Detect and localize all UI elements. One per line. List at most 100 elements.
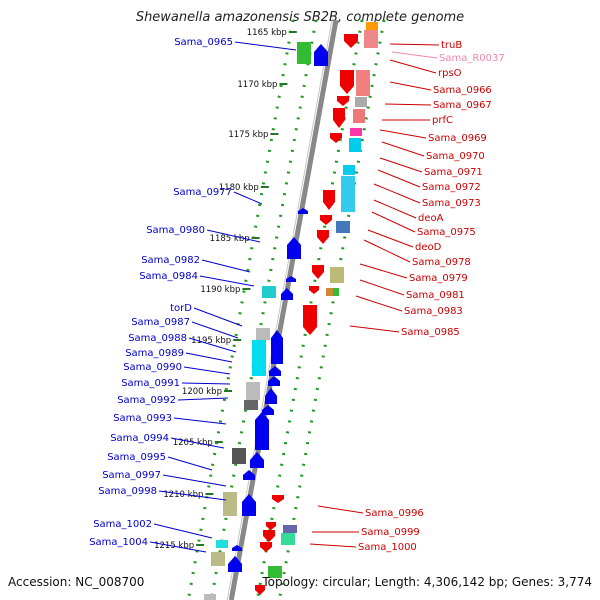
cog-colored-block bbox=[211, 552, 225, 566]
left-gene-label: Sama_0991 bbox=[121, 378, 180, 389]
forward-gene-arrow bbox=[298, 208, 308, 214]
cog-colored-block bbox=[283, 525, 297, 533]
cog-colored-block bbox=[262, 286, 276, 298]
cog-colored-block bbox=[216, 540, 228, 548]
right-label-leader bbox=[389, 43, 440, 46]
left-gene-label: Sama_0997 bbox=[102, 470, 161, 481]
left-label-leader bbox=[185, 352, 233, 363]
forward-gene-arrow bbox=[314, 44, 328, 66]
right-gene-label: deoA bbox=[418, 213, 444, 224]
right-gene-label: Sama_0966 bbox=[433, 85, 492, 96]
right-label-leader bbox=[377, 169, 421, 188]
right-label-leader bbox=[367, 229, 414, 248]
left-gene-label: Sama_1002 bbox=[93, 519, 152, 530]
left-gene-label: Sama_0994 bbox=[110, 433, 169, 444]
right-gene-label: Sama_0975 bbox=[417, 227, 476, 238]
right-gene-label: Sama_0970 bbox=[426, 151, 485, 162]
left-gene-label: Sama_0989 bbox=[125, 348, 184, 359]
left-label-leader bbox=[199, 275, 255, 287]
right-label-leader bbox=[349, 325, 400, 333]
left-gene-label: Sama_0980 bbox=[146, 225, 205, 236]
right-gene-label: rpsO bbox=[438, 68, 462, 79]
reverse-gene-arrow bbox=[303, 305, 317, 335]
right-gene-label: Sama_0996 bbox=[365, 508, 424, 519]
right-label-leader bbox=[379, 129, 427, 139]
right-gene-label: Sama_1000 bbox=[358, 542, 417, 553]
left-label-leader bbox=[206, 229, 261, 243]
left-gene-label: Sama_0987 bbox=[131, 317, 190, 328]
reverse-gene-arrow bbox=[317, 230, 329, 244]
right-label-leader bbox=[355, 295, 403, 312]
cog-colored-block bbox=[232, 448, 246, 464]
forward-gene-arrow bbox=[281, 288, 293, 300]
left-gene-label: Sama_0977 bbox=[173, 187, 232, 198]
left-gene-label: Sama_0995 bbox=[107, 452, 166, 463]
right-label-leader bbox=[391, 51, 438, 59]
forward-gene-arrow bbox=[242, 494, 256, 516]
left-label-leader bbox=[170, 437, 225, 449]
forward-gene-arrow bbox=[250, 452, 264, 468]
forward-gene-arrow bbox=[268, 376, 280, 386]
cog-colored-block bbox=[244, 400, 258, 410]
cog-colored-block bbox=[281, 533, 295, 545]
accession-label: Accession: NC_008700 bbox=[8, 575, 145, 589]
right-gene-label: truB bbox=[441, 40, 462, 51]
right-label-leader bbox=[381, 141, 425, 157]
right-gene-label: deoD bbox=[415, 242, 442, 253]
forward-gene-arrow bbox=[287, 237, 301, 259]
right-gene-label: Sama_0967 bbox=[433, 100, 492, 111]
cog-colored-block bbox=[268, 566, 282, 578]
reverse-gene-arrow bbox=[260, 542, 272, 552]
left-gene-label: Sama_0984 bbox=[139, 271, 198, 282]
scale-tick-label: 1185 kbp bbox=[210, 234, 250, 244]
forward-gene-arrow bbox=[286, 276, 296, 282]
cog-colored-block bbox=[336, 221, 350, 233]
right-label-leader bbox=[384, 103, 432, 106]
forward-gene-arrow bbox=[265, 388, 277, 404]
right-label-leader bbox=[363, 239, 411, 263]
scale-tick-label: 1170 kbp bbox=[237, 80, 277, 90]
reverse-gene-arrow bbox=[330, 133, 342, 143]
forward-gene-arrow bbox=[228, 556, 242, 572]
left-label-leader bbox=[158, 490, 227, 501]
scale-tick-label: 1200 kbp bbox=[182, 387, 222, 397]
scale-tick-label: 1180 kbp bbox=[219, 183, 259, 193]
left-label-leader bbox=[233, 191, 263, 205]
left-label-leader bbox=[162, 474, 227, 487]
left-gene-label: Sama_1004 bbox=[89, 537, 148, 548]
reverse-gene-arrow bbox=[320, 215, 332, 225]
left-gene-label: Sama_0993 bbox=[113, 413, 172, 424]
right-gene-label: Sama_0979 bbox=[409, 273, 468, 284]
cog-colored-block bbox=[252, 340, 266, 376]
cog-colored-block bbox=[366, 22, 378, 30]
cog-colored-block bbox=[256, 328, 270, 340]
right-label-leader bbox=[389, 59, 437, 74]
left-label-leader bbox=[181, 382, 231, 385]
right-label-leader bbox=[309, 543, 357, 548]
cog-colored-block bbox=[349, 138, 361, 152]
topology-label: Topology: circular; Length: 4,306,142 bp… bbox=[262, 575, 592, 589]
right-label-leader bbox=[389, 81, 432, 91]
cog-colored-block bbox=[356, 70, 370, 96]
left-label-leader bbox=[173, 417, 227, 425]
cog-colored-block bbox=[246, 382, 260, 400]
cog-colored-block bbox=[297, 42, 311, 64]
cog-colored-block bbox=[330, 267, 344, 283]
right-gene-label: Sama_0983 bbox=[404, 306, 463, 317]
reverse-gene-arrow bbox=[323, 190, 335, 210]
reverse-gene-arrow bbox=[255, 585, 265, 595]
left-gene-label: torD bbox=[170, 303, 192, 314]
left-gene-label: Sama_0998 bbox=[98, 486, 157, 497]
right-label-leader bbox=[371, 211, 416, 233]
right-gene-label: Sama_0985 bbox=[401, 327, 460, 338]
reverse-gene-arrow bbox=[340, 70, 354, 94]
scale-tick-label: 1210 kbp bbox=[163, 490, 203, 500]
cog-colored-block bbox=[355, 97, 367, 107]
left-label-leader bbox=[177, 397, 229, 401]
cog-colored-block bbox=[333, 288, 339, 296]
cog-colored-block bbox=[364, 30, 378, 48]
reverse-gene-arrow bbox=[309, 286, 319, 294]
reverse-gene-arrow bbox=[312, 265, 324, 279]
left-label-leader bbox=[193, 307, 243, 327]
